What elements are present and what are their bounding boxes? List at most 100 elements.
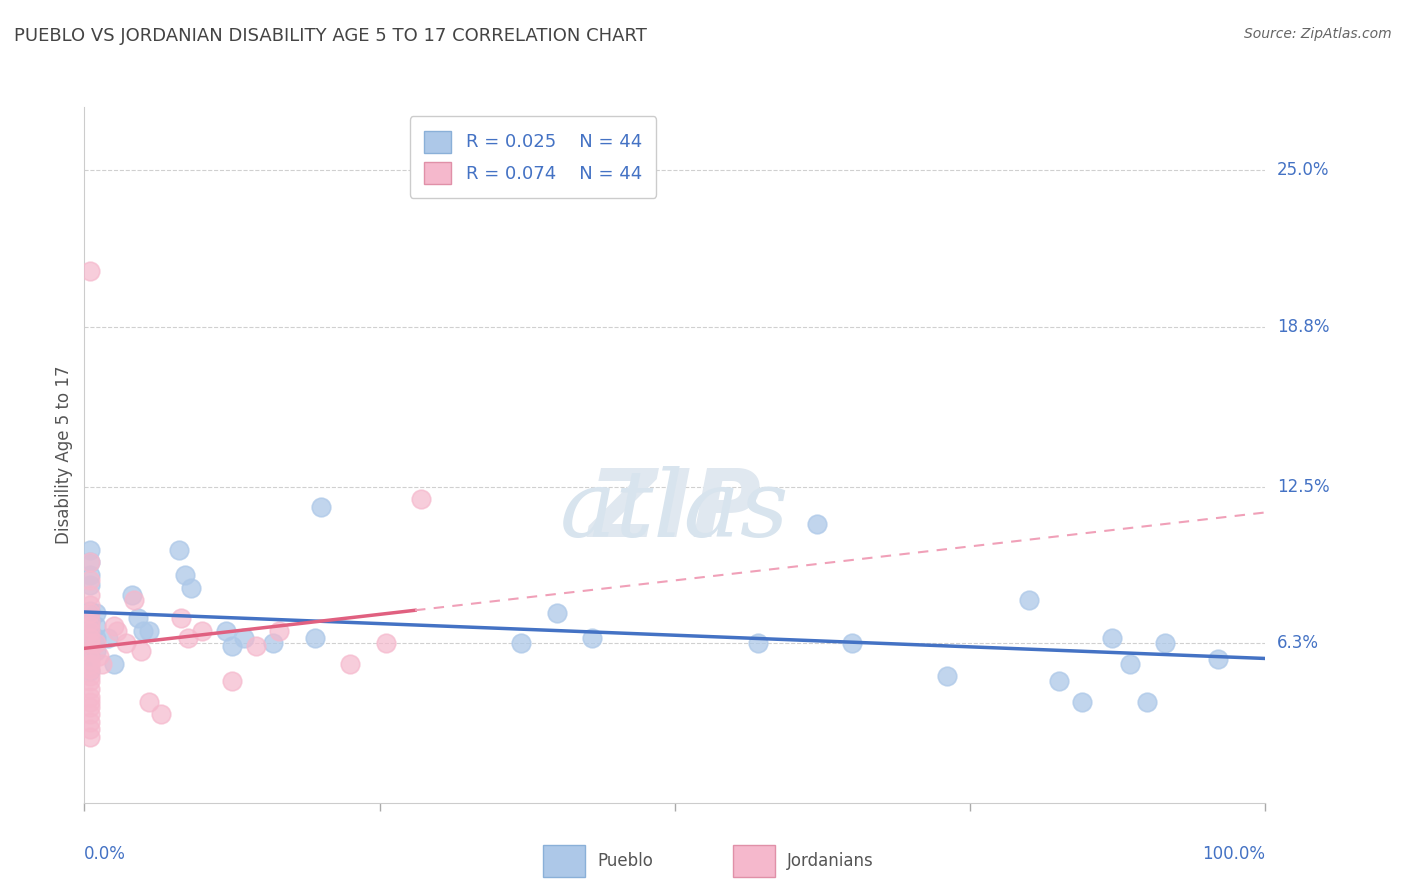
Point bbox=[79, 681, 101, 696]
Text: 25.0%: 25.0% bbox=[1277, 161, 1330, 179]
Point bbox=[747, 636, 769, 650]
Point bbox=[114, 636, 136, 650]
Point bbox=[79, 632, 101, 646]
Point bbox=[170, 611, 193, 625]
Point bbox=[79, 669, 101, 683]
Point bbox=[79, 599, 101, 613]
Bar bbox=[543, 845, 585, 877]
Point bbox=[935, 669, 957, 683]
Point bbox=[309, 500, 332, 514]
Text: atlas: atlas bbox=[560, 466, 790, 556]
Point bbox=[245, 639, 267, 653]
Point bbox=[87, 648, 110, 663]
Point bbox=[91, 657, 114, 671]
Bar bbox=[733, 845, 775, 877]
Point bbox=[1047, 674, 1070, 689]
Point bbox=[79, 618, 101, 632]
Point bbox=[79, 603, 101, 617]
Point bbox=[97, 632, 120, 646]
Y-axis label: Disability Age 5 to 17: Disability Age 5 to 17 bbox=[55, 366, 73, 544]
Point bbox=[150, 707, 173, 722]
Point bbox=[79, 674, 101, 689]
Point bbox=[103, 618, 125, 632]
Text: Pueblo: Pueblo bbox=[598, 852, 654, 870]
Point bbox=[121, 588, 143, 602]
Point bbox=[79, 651, 101, 665]
Point bbox=[269, 624, 291, 638]
Point bbox=[806, 517, 828, 532]
Point bbox=[374, 636, 396, 650]
Point bbox=[1206, 651, 1229, 665]
Point bbox=[107, 624, 129, 638]
Text: Source: ZipAtlas.com: Source: ZipAtlas.com bbox=[1244, 27, 1392, 41]
Point bbox=[79, 556, 101, 570]
Point bbox=[79, 636, 101, 650]
Point bbox=[79, 657, 101, 671]
Point bbox=[79, 264, 101, 278]
Point bbox=[1154, 636, 1177, 650]
Point bbox=[79, 723, 101, 737]
Point bbox=[79, 624, 101, 638]
Point bbox=[132, 624, 155, 638]
Point bbox=[1118, 657, 1140, 671]
Point bbox=[79, 714, 101, 729]
Point bbox=[138, 624, 160, 638]
Point bbox=[177, 632, 200, 646]
Point bbox=[79, 644, 101, 658]
Text: 6.3%: 6.3% bbox=[1277, 634, 1319, 652]
Point bbox=[122, 593, 145, 607]
Point bbox=[79, 730, 101, 744]
Point bbox=[79, 606, 101, 620]
Point bbox=[103, 657, 125, 671]
Point bbox=[262, 636, 284, 650]
Point bbox=[79, 707, 101, 722]
Point bbox=[79, 568, 101, 582]
Point bbox=[215, 624, 238, 638]
Point bbox=[129, 644, 152, 658]
Point bbox=[79, 699, 101, 714]
Point bbox=[221, 639, 243, 653]
Point bbox=[79, 662, 101, 676]
Point bbox=[79, 624, 101, 638]
Point bbox=[339, 657, 361, 671]
Point bbox=[581, 632, 603, 646]
Point bbox=[167, 542, 190, 557]
Point bbox=[79, 614, 101, 628]
Point bbox=[84, 606, 107, 620]
Point bbox=[79, 578, 101, 592]
Point bbox=[79, 690, 101, 704]
Point bbox=[1071, 695, 1094, 709]
Point bbox=[1101, 632, 1123, 646]
Point bbox=[180, 581, 202, 595]
Point bbox=[79, 648, 101, 663]
Point bbox=[1136, 695, 1159, 709]
Point bbox=[191, 624, 214, 638]
Point bbox=[79, 665, 101, 679]
Point bbox=[79, 614, 101, 628]
Point bbox=[79, 556, 101, 570]
Text: 18.8%: 18.8% bbox=[1277, 318, 1330, 336]
Point bbox=[79, 573, 101, 587]
Point bbox=[79, 695, 101, 709]
Point bbox=[841, 636, 863, 650]
Text: 0.0%: 0.0% bbox=[84, 845, 127, 863]
Text: PUEBLO VS JORDANIAN DISABILITY AGE 5 TO 17 CORRELATION CHART: PUEBLO VS JORDANIAN DISABILITY AGE 5 TO … bbox=[14, 27, 647, 45]
Text: Jordanians: Jordanians bbox=[787, 852, 875, 870]
Point bbox=[232, 632, 254, 646]
Point bbox=[84, 632, 107, 646]
Point bbox=[138, 695, 160, 709]
Point bbox=[84, 618, 107, 632]
Point bbox=[221, 674, 243, 689]
Point bbox=[173, 568, 195, 582]
Point bbox=[127, 611, 149, 625]
Point bbox=[409, 492, 432, 507]
Legend: R = 0.025    N = 44, R = 0.074    N = 44: R = 0.025 N = 44, R = 0.074 N = 44 bbox=[409, 116, 657, 198]
Point bbox=[546, 606, 568, 620]
Point bbox=[79, 636, 101, 650]
Point bbox=[84, 644, 107, 658]
Point bbox=[79, 542, 101, 557]
Point bbox=[510, 636, 533, 650]
Point bbox=[79, 588, 101, 602]
Text: 100.0%: 100.0% bbox=[1202, 845, 1265, 863]
Point bbox=[304, 632, 326, 646]
